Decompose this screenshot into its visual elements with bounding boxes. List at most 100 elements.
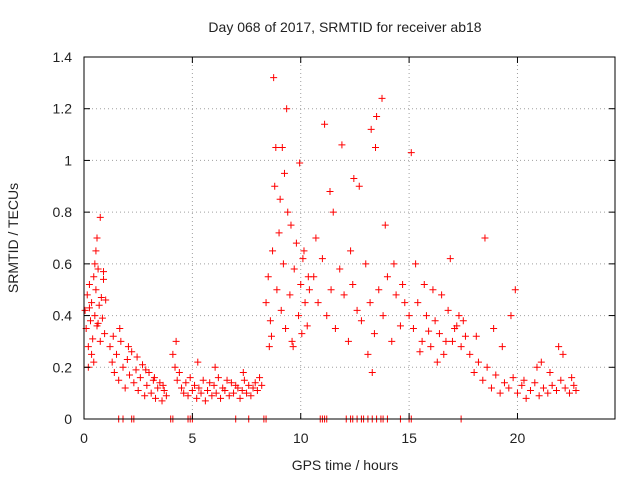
data-point (97, 293, 105, 301)
data-point (141, 392, 149, 400)
data-point (487, 384, 495, 392)
data-point (100, 275, 108, 283)
data-point (555, 343, 563, 351)
data-point (412, 260, 420, 268)
y-tick-label: 0.2 (53, 359, 73, 375)
data-point (498, 343, 506, 351)
data-point (442, 337, 450, 345)
data-point (440, 350, 448, 358)
y-tick-label: 1.2 (53, 101, 73, 117)
y-tick-label: 0.8 (53, 204, 73, 220)
data-point (425, 327, 433, 335)
data-point (81, 306, 89, 314)
data-point (448, 337, 456, 345)
data-point (279, 260, 287, 268)
data-point (102, 296, 110, 304)
data-point (275, 229, 283, 237)
data-point (565, 389, 573, 397)
data-point (194, 358, 202, 366)
data-point (84, 343, 92, 351)
data-point (295, 312, 303, 320)
data-point (349, 281, 357, 289)
data-point (191, 381, 199, 389)
data-point (91, 312, 99, 320)
data-point (123, 356, 131, 364)
data-point (124, 343, 132, 351)
data-point (533, 363, 541, 371)
data-point (227, 379, 235, 387)
data-point (331, 325, 339, 332)
data-point (481, 234, 489, 242)
data-point (258, 381, 266, 389)
data-point (101, 330, 109, 338)
data-point (401, 299, 409, 307)
data-point (256, 374, 264, 382)
data-point (392, 291, 400, 299)
data-point (507, 312, 515, 320)
data-point (552, 387, 560, 395)
data-point (85, 281, 93, 289)
data-point (429, 286, 437, 294)
data-point (390, 260, 398, 268)
data-point (338, 141, 346, 149)
data-point (570, 381, 578, 389)
data-point (134, 387, 142, 395)
data-point (96, 337, 104, 345)
data-point (87, 317, 95, 325)
data-point (474, 358, 482, 366)
data-point (184, 392, 192, 400)
data-point (223, 376, 231, 384)
data-point (90, 358, 98, 366)
data-point (264, 273, 272, 281)
y-tick-label: 0.4 (53, 308, 73, 324)
data-point (270, 74, 278, 82)
data-point (347, 247, 355, 255)
data-point (362, 260, 370, 268)
data-point (178, 384, 186, 392)
data-point (350, 175, 358, 183)
data-point (364, 350, 372, 358)
data-point (420, 281, 428, 289)
data-point (520, 376, 528, 384)
data-point (300, 247, 308, 255)
data-point (340, 291, 348, 299)
data-point (370, 330, 378, 338)
data-point (214, 374, 222, 382)
data-point (427, 343, 435, 351)
y-axis-label: SRMTID / TECUs (5, 183, 21, 293)
data-point (262, 299, 270, 307)
data-point (89, 335, 97, 343)
data-point (326, 187, 334, 195)
data-point (130, 379, 138, 387)
data-point (379, 312, 387, 320)
data-point (414, 299, 422, 307)
data-point (142, 366, 150, 374)
data-point (298, 330, 306, 338)
y-tick-label: 1 (64, 152, 72, 168)
data-point (152, 394, 160, 402)
data-point (446, 255, 454, 263)
data-point (372, 144, 380, 151)
data-point (100, 268, 108, 276)
data-point (221, 387, 229, 395)
data-point (160, 387, 168, 395)
data-point (204, 387, 212, 395)
data-point (85, 304, 93, 312)
data-point (253, 387, 261, 395)
data-point (143, 381, 151, 389)
data-point (132, 366, 140, 374)
data-point (559, 350, 567, 358)
data-point (505, 384, 513, 392)
data-point (249, 384, 257, 392)
data-point (509, 374, 517, 382)
data-point (162, 392, 170, 400)
data-point (492, 371, 500, 379)
data-point (150, 374, 158, 382)
data-point (483, 363, 491, 371)
data-point (496, 389, 504, 397)
data-point (290, 265, 298, 273)
data-point (399, 281, 407, 289)
data-point (121, 384, 129, 392)
data-point (171, 363, 179, 371)
data-point (92, 286, 100, 294)
